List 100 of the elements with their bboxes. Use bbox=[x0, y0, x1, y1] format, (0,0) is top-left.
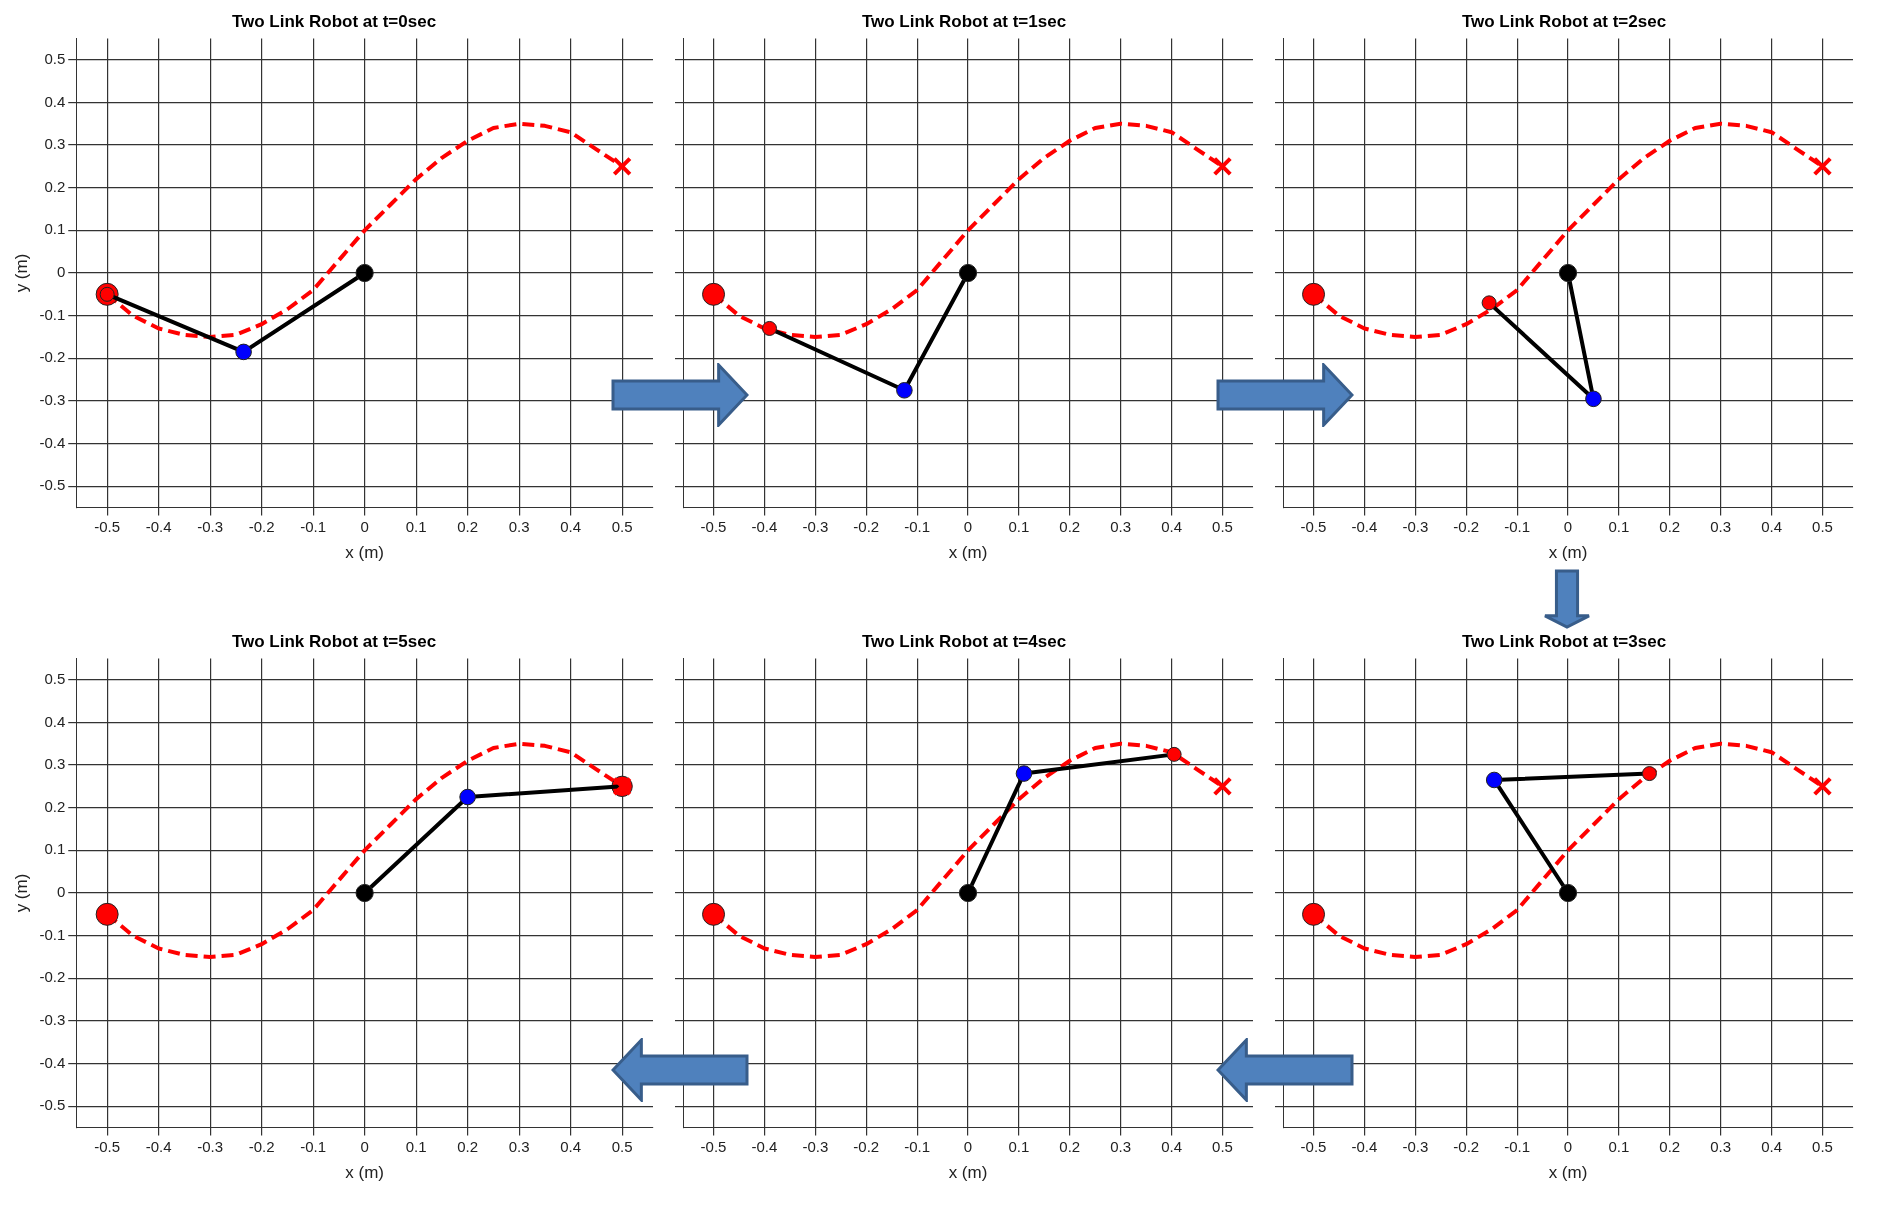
chart-title: Two Link Robot at t=1sec bbox=[861, 11, 1067, 31]
y-tick-label: -0.5 bbox=[39, 476, 66, 494]
x-axis-title: x (m) bbox=[948, 1163, 988, 1183]
x-tick-label: -0.4 bbox=[751, 1137, 778, 1155]
x-axis-title: x (m) bbox=[948, 543, 988, 563]
x-tick-label: 0.1 bbox=[405, 517, 427, 535]
x-tick-label: -0.2 bbox=[1453, 517, 1480, 535]
x-tick-label: 0 bbox=[360, 517, 369, 535]
point bbox=[702, 902, 726, 926]
x-tick-label: 0.3 bbox=[1710, 517, 1732, 535]
y-tick-label: -0.3 bbox=[39, 391, 66, 409]
x-tick-label: 0.5 bbox=[1212, 1137, 1233, 1155]
point bbox=[958, 263, 978, 283]
x-tick-label: 0.5 bbox=[1812, 1137, 1833, 1155]
y-tick-label: 0.2 bbox=[44, 177, 66, 195]
x-tick-label: 0.1 bbox=[1608, 1137, 1630, 1155]
x-axis-title: x (m) bbox=[345, 1163, 384, 1183]
y-axis-title: y (m) bbox=[11, 873, 31, 913]
point bbox=[612, 156, 632, 177]
y-tick-label: -0.1 bbox=[39, 925, 66, 943]
x-tick-label: 0.3 bbox=[1110, 517, 1132, 535]
x-tick-label: -0.4 bbox=[1351, 517, 1378, 535]
point bbox=[1558, 263, 1578, 283]
y-tick-label: -0.2 bbox=[39, 968, 66, 986]
point bbox=[1585, 390, 1602, 408]
x-tick-label: 0.2 bbox=[1659, 1137, 1681, 1155]
x-tick-label: 0 bbox=[963, 1137, 973, 1155]
y-tick-label: -0.2 bbox=[39, 348, 66, 366]
x-tick-label: -0.2 bbox=[853, 517, 880, 535]
x-tick-label: 0.3 bbox=[508, 517, 530, 535]
chart-title: Two Link Robot at t=5sec bbox=[231, 631, 437, 651]
y-tick-label: -0.5 bbox=[39, 1096, 66, 1114]
point bbox=[95, 902, 119, 926]
x-tick-label: -0.1 bbox=[300, 1137, 327, 1155]
x-axis-title: x (m) bbox=[1548, 543, 1588, 563]
y-tick-label: -0.4 bbox=[39, 433, 66, 451]
point bbox=[702, 282, 726, 306]
x-tick-label: 0 bbox=[360, 1137, 369, 1155]
y-tick-label: -0.4 bbox=[39, 1053, 66, 1071]
y-tick-label: 0.1 bbox=[44, 840, 66, 858]
x-tick-label: 0.1 bbox=[1608, 517, 1630, 535]
x-tick-label: 0.5 bbox=[1212, 517, 1233, 535]
x-tick-label: 0.2 bbox=[457, 1137, 479, 1155]
x-tick-label: -0.3 bbox=[1402, 1137, 1429, 1155]
point bbox=[355, 263, 374, 283]
y-tick-label: 0.5 bbox=[44, 669, 66, 687]
y-axis-title: y (m) bbox=[11, 253, 31, 293]
y-tick-label: -0.3 bbox=[39, 1011, 66, 1029]
x-tick-label: 0.3 bbox=[1710, 1137, 1732, 1155]
point bbox=[1812, 776, 1833, 797]
x-tick-label: -0.4 bbox=[145, 517, 172, 535]
x-tick-label: 0 bbox=[1563, 1137, 1573, 1155]
chart-title: Two Link Robot at t=2sec bbox=[1461, 11, 1667, 31]
point bbox=[958, 883, 978, 903]
x-tick-label: -0.2 bbox=[853, 1137, 880, 1155]
y-tick-label: -0.1 bbox=[39, 305, 66, 323]
x-tick-label: -0.2 bbox=[248, 1137, 275, 1155]
chart-title: Two Link Robot at t=4sec bbox=[861, 631, 1067, 651]
point bbox=[1166, 746, 1182, 762]
y-tick-label: 0.3 bbox=[44, 755, 66, 773]
x-tick-label: 0.3 bbox=[508, 1137, 530, 1155]
x-tick-label: 0.2 bbox=[1059, 1137, 1081, 1155]
y-tick-label: 0.3 bbox=[44, 135, 66, 153]
x-axis-title: x (m) bbox=[1548, 1163, 1588, 1183]
y-tick-label: 0.4 bbox=[44, 712, 66, 730]
x-tick-label: -0.3 bbox=[1402, 517, 1429, 535]
x-tick-label: -0.2 bbox=[248, 517, 275, 535]
point bbox=[235, 343, 252, 361]
x-tick-label: -0.1 bbox=[300, 517, 327, 535]
y-tick-label: 0.2 bbox=[44, 797, 66, 815]
x-tick-label: 0.1 bbox=[1008, 517, 1030, 535]
x-tick-label: -0.5 bbox=[700, 1137, 727, 1155]
x-tick-label: -0.4 bbox=[145, 1137, 172, 1155]
y-tick-label: 0.1 bbox=[44, 220, 66, 238]
x-tick-label: -0.5 bbox=[1300, 517, 1327, 535]
point bbox=[1641, 766, 1657, 782]
x-tick-label: -0.5 bbox=[1300, 1137, 1327, 1155]
x-tick-label: 0.5 bbox=[611, 517, 633, 535]
x-tick-label: 0.4 bbox=[1761, 1137, 1782, 1155]
chart-title: Two Link Robot at t=0sec bbox=[231, 11, 437, 31]
x-tick-label: 0.4 bbox=[560, 517, 582, 535]
y-tick-label: 0 bbox=[56, 263, 66, 281]
x-tick-label: -0.3 bbox=[197, 517, 224, 535]
point bbox=[1302, 902, 1326, 926]
point bbox=[1015, 765, 1033, 782]
x-tick-label: -0.1 bbox=[1504, 517, 1531, 535]
point bbox=[1485, 771, 1503, 789]
x-tick-label: 0.2 bbox=[1659, 517, 1681, 535]
x-tick-label: -0.3 bbox=[197, 1137, 224, 1155]
x-tick-label: 0.4 bbox=[1161, 517, 1182, 535]
point bbox=[355, 883, 374, 903]
x-tick-label: 0.4 bbox=[560, 1137, 582, 1155]
x-tick-label: 0.2 bbox=[1059, 517, 1081, 535]
x-tick-label: 0.3 bbox=[1110, 1137, 1132, 1155]
point bbox=[1212, 776, 1233, 797]
x-tick-label: -0.4 bbox=[1351, 1137, 1378, 1155]
point bbox=[1212, 156, 1233, 177]
x-tick-label: -0.1 bbox=[1504, 1137, 1531, 1155]
x-tick-label: -0.3 bbox=[802, 517, 829, 535]
y-tick-label: 0.4 bbox=[44, 92, 66, 110]
